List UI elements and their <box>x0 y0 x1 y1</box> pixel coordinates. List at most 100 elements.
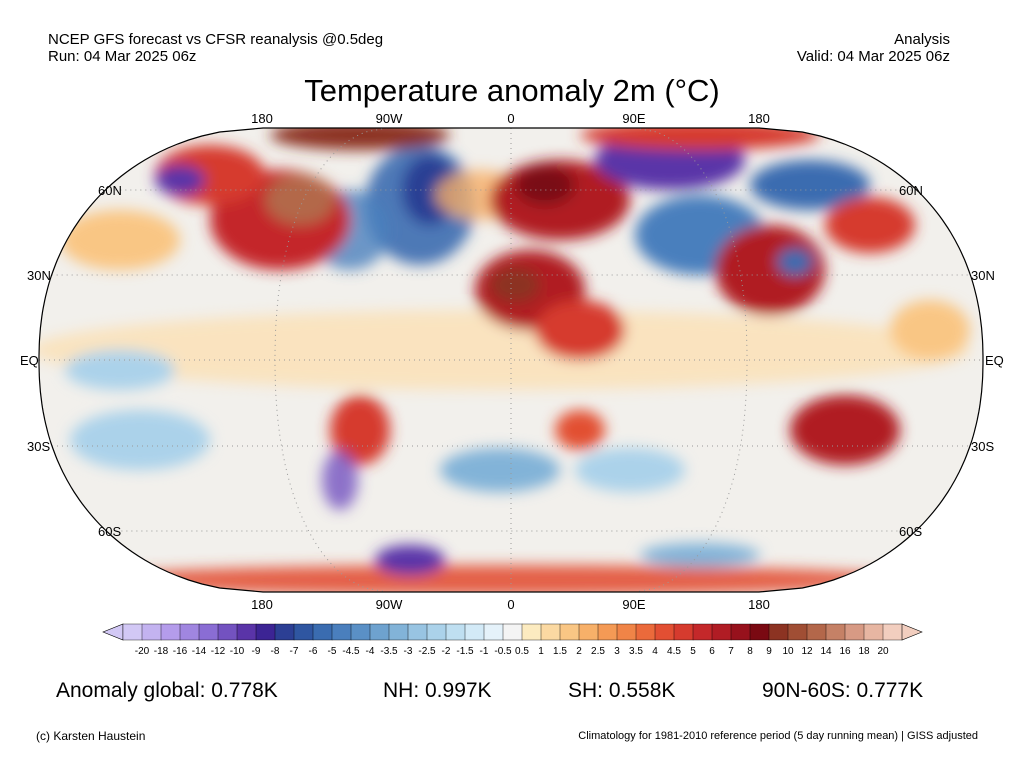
colorbar-tick-label: 0.5 <box>515 646 529 657</box>
colorbar-tick-label: -0.5 <box>494 646 512 657</box>
colorbar-tick-label: 7 <box>728 646 734 657</box>
colorbar-tick-label: 1.5 <box>553 646 567 657</box>
colorbar-swatch <box>654 623 675 641</box>
longitude-label-bottom: 180 <box>251 597 273 612</box>
colorbar-swatch <box>730 623 751 641</box>
colorbar-tick-label: -10 <box>230 646 245 657</box>
globe-outline <box>38 127 984 593</box>
header-valid-label: Valid: 04 Mar 2025 06z <box>796 48 950 65</box>
latitude-label-left: 60S <box>98 524 121 539</box>
colorbar-tick-label: 12 <box>801 646 813 657</box>
colorbar-swatch <box>464 623 485 641</box>
colorbar-tick-label: 1 <box>538 646 544 657</box>
colorbar-tick-label: 4 <box>652 646 658 657</box>
colorbar-tick-label: -4 <box>366 646 375 657</box>
stat-global: Anomaly global: 0.778K <box>56 679 278 702</box>
latitude-label-left: EQ <box>20 353 39 368</box>
colorbar-swatch <box>160 623 181 641</box>
colorbar-tick-label: -4.5 <box>342 646 360 657</box>
colorbar-swatch <box>863 623 884 641</box>
colorbar-swatch <box>255 623 276 641</box>
colorbar-swatch <box>673 623 694 641</box>
colorbar-swatch <box>445 623 466 641</box>
latitude-label-right: 60S <box>899 524 922 539</box>
colorbar-tick-label: -12 <box>211 646 226 657</box>
longitude-label-bottom: 180 <box>748 597 770 612</box>
colorbar-swatch <box>711 623 732 641</box>
colorbar-tick-label: 4.5 <box>667 646 681 657</box>
colorbar-tick-label: -20 <box>135 646 150 657</box>
colorbar-tick-label: 18 <box>858 646 870 657</box>
longitude-label-top: 180 <box>748 111 770 126</box>
colorbar-swatch <box>236 623 257 641</box>
colorbar-swatch <box>350 623 371 641</box>
longitude-label-top: 0 <box>507 111 514 126</box>
colorbar-swatch <box>749 623 770 641</box>
colorbar-swatch <box>426 623 447 641</box>
colorbar-tick-label: -6 <box>309 646 318 657</box>
colorbar-swatch <box>844 623 865 641</box>
colorbar-swatch <box>882 623 903 641</box>
colorbar-min-extend <box>102 623 124 641</box>
anomaly-field <box>39 128 970 592</box>
footer-credit: (c) Karsten Haustein <box>36 729 146 743</box>
colorbar-swatch <box>559 623 580 641</box>
colorbar-swatch <box>825 623 846 641</box>
colorbar-swatch <box>597 623 618 641</box>
latitude-label-right: 30N <box>971 268 995 283</box>
latitude-label-right: 30S <box>971 439 994 454</box>
colorbar-tick-label: -5 <box>328 646 337 657</box>
colorbar-swatch <box>122 623 143 641</box>
latitude-label-left: 60N <box>98 183 122 198</box>
colorbar-swatch <box>312 623 333 641</box>
longitude-line <box>634 128 748 592</box>
colorbar-tick-label: 14 <box>820 646 832 657</box>
latitude-label-right: EQ <box>985 353 1004 368</box>
colorbar-swatch <box>578 623 599 641</box>
colorbar-swatch <box>293 623 314 641</box>
latitude-label-right: 60N <box>899 183 923 198</box>
colorbar-tick-label: 16 <box>839 646 851 657</box>
longitude-label-bottom: 90W <box>376 597 403 612</box>
colorbar-tick-label: -2.5 <box>418 646 436 657</box>
stat-sh: SH: 0.558K <box>568 679 676 702</box>
header-analysis-label: Analysis <box>894 31 950 48</box>
header-run-label: Run: 04 Mar 2025 06z <box>48 48 197 65</box>
map-title: Temperature anomaly 2m (°C) <box>304 73 720 108</box>
colorbar-tick-label: -1.5 <box>456 646 474 657</box>
colorbar-swatch <box>806 623 827 641</box>
colorbar-tick-label: 10 <box>782 646 794 657</box>
colorbar-swatch <box>407 623 428 641</box>
longitude-label-bottom: 0 <box>507 597 514 612</box>
colorbar-tick-label: 2.5 <box>591 646 605 657</box>
colorbar-tick-label: -16 <box>173 646 188 657</box>
colorbar-swatch <box>369 623 390 641</box>
colorbar-tick-label: -9 <box>252 646 261 657</box>
colorbar-tick-label: 3.5 <box>629 646 643 657</box>
colorbar-tick-label: -2 <box>442 646 451 657</box>
colorbar-tick-label: -3 <box>404 646 413 657</box>
colorbar-swatch <box>540 623 561 641</box>
graticule <box>39 128 983 592</box>
colorbar-tick-label: 9 <box>766 646 772 657</box>
colorbar-swatch <box>141 623 162 641</box>
colorbar-tick-label: -1 <box>480 646 489 657</box>
colorbar-tick-label: 6 <box>709 646 715 657</box>
colorbar: -20 -18 -16 -14 -12 -10 -9 -8 -7 -6 -5 -4.5 -4 -3.5 -3… <box>102 623 923 657</box>
stat-nh: NH: 0.997K <box>383 679 492 702</box>
colorbar-swatch <box>787 623 808 641</box>
colorbar-swatch <box>768 623 789 641</box>
longitude-label-top: 90E <box>622 111 645 126</box>
colorbar-tick-label: -7 <box>290 646 299 657</box>
colorbar-swatch <box>502 623 523 641</box>
colorbar-swatch <box>692 623 713 641</box>
longitude-label-top: 180 <box>251 111 273 126</box>
colorbar-tick-label: -8 <box>271 646 280 657</box>
colorbar-tick-label: 2 <box>576 646 582 657</box>
longitude-line <box>274 128 388 592</box>
footer-climatology-note: Climatology for 1981-2010 reference peri… <box>578 730 978 742</box>
colorbar-tick-label: 20 <box>877 646 889 657</box>
colorbar-swatch <box>198 623 219 641</box>
colorbar-tick-label: 5 <box>690 646 696 657</box>
colorbar-swatch <box>274 623 295 641</box>
